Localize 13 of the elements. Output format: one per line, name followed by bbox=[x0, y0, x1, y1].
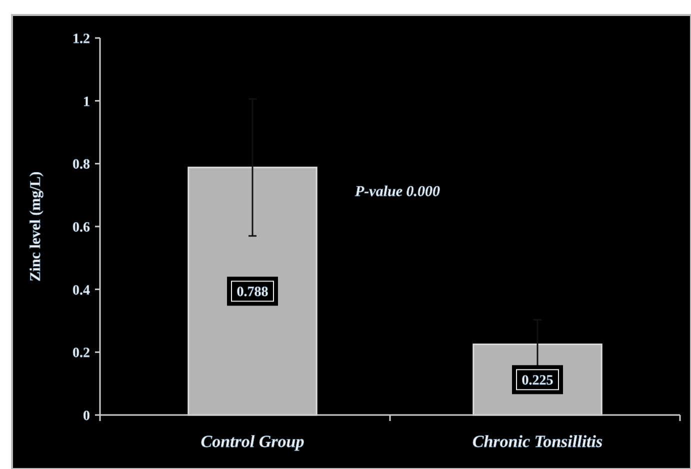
y-tick-label: 0.6 bbox=[72, 220, 90, 236]
x-tick-label: Control Group bbox=[200, 432, 304, 451]
y-axis-title: Zinc level (mg/L) bbox=[28, 172, 44, 282]
data-label: 0.788 bbox=[236, 285, 268, 300]
y-tick-label: 0.8 bbox=[72, 158, 90, 173]
y-tick-label: 0.4 bbox=[72, 283, 90, 298]
annotation: P-value 0.000 bbox=[355, 184, 440, 200]
y-tick-label: 1.2 bbox=[72, 32, 90, 47]
y-tick-label: 0 bbox=[83, 409, 90, 424]
y-tick-label: 0.2 bbox=[72, 346, 90, 362]
y-tick-label: 1 bbox=[83, 94, 90, 110]
data-label: 0.225 bbox=[522, 374, 554, 389]
x-tick-label: Chronic Tonsillitis bbox=[472, 432, 603, 451]
